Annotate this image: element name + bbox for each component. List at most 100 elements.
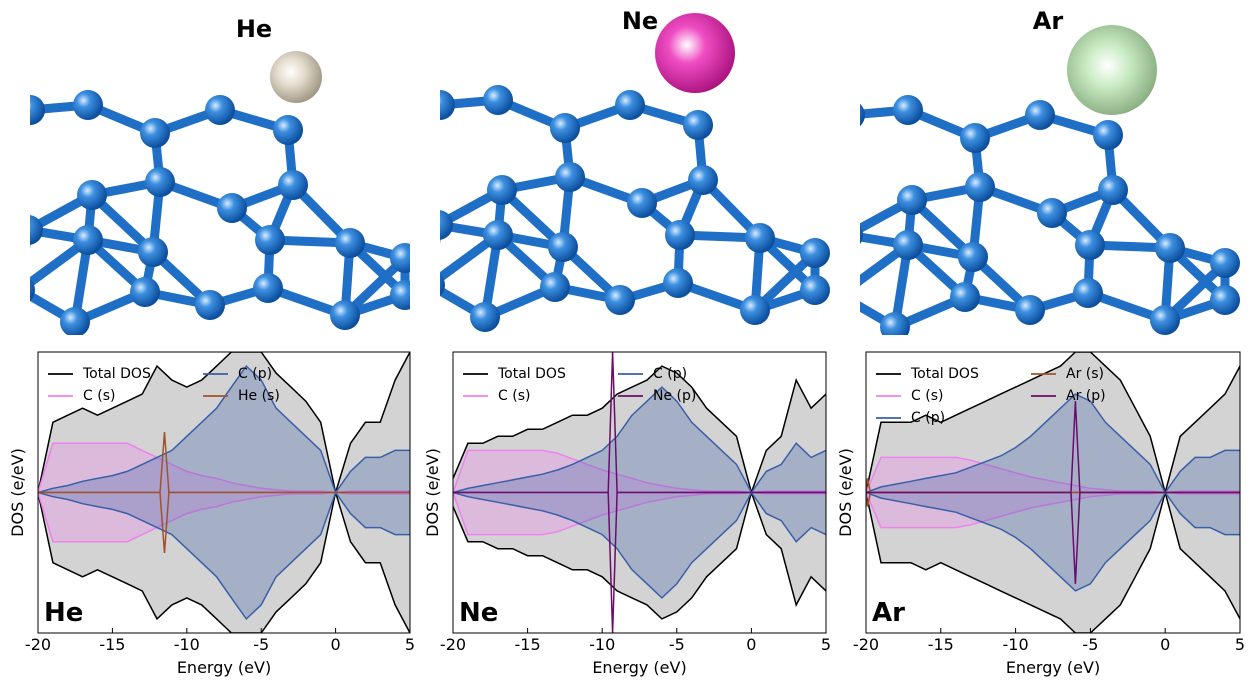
- x-tick-label: -10: [174, 635, 200, 654]
- carbon-atom: [1098, 175, 1128, 205]
- legend-label: C (s): [911, 388, 943, 404]
- carbon-atom: [555, 162, 585, 192]
- x-tick-label: 0: [331, 635, 341, 654]
- carbon-atom: [665, 220, 695, 250]
- panel-label: He: [44, 598, 83, 628]
- bond: [20, 230, 28, 290]
- carbon-atom: [278, 170, 308, 200]
- carbon-atom: [217, 193, 247, 223]
- carbon-atom: [893, 230, 923, 260]
- carbon-atom: [13, 215, 43, 245]
- carbon-atom: [745, 223, 775, 253]
- panel-label: Ar: [872, 598, 905, 628]
- x-axis-title: Energy (eV): [592, 658, 686, 677]
- x-tick-label: -15: [515, 635, 541, 654]
- legend-label: C (p): [911, 410, 945, 426]
- carbon-atom: [1073, 278, 1103, 308]
- carbon-atom: [540, 272, 570, 302]
- carbon-atom: [897, 185, 927, 215]
- panel-label: Ne: [459, 598, 498, 628]
- x-tick-label: 0: [1160, 635, 1170, 654]
- carbon-atom: [1210, 285, 1240, 315]
- figure: HeNeAr -20-15-10-505Energy (eV)DOS (e/eV…: [0, 0, 1250, 678]
- carbon-atom: [390, 280, 420, 310]
- carbon-atom: [205, 95, 235, 125]
- x-tick-label: -5: [1082, 635, 1098, 654]
- carbon-atom: [950, 282, 980, 312]
- carbon-atom: [663, 268, 693, 298]
- carbon-atom: [60, 307, 90, 337]
- carbon-atom: [1037, 198, 1067, 228]
- carbon-atom: [800, 275, 830, 305]
- x-tick-label: 5: [405, 635, 415, 654]
- x-axis-title: Energy (eV): [1006, 658, 1100, 677]
- carbon-atom: [550, 113, 580, 143]
- carbon-atom: [335, 228, 365, 258]
- y-axis-title: DOS (e/eV): [423, 448, 442, 537]
- carbon-atom: [835, 100, 865, 130]
- carbon-atom: [605, 285, 635, 315]
- carbon-atom: [483, 85, 513, 115]
- carbon-atom: [423, 210, 453, 240]
- carbon-atom: [273, 115, 303, 145]
- x-tick-label: -20: [440, 635, 466, 654]
- carbon-atom: [800, 238, 830, 268]
- carbon-atom: [1075, 230, 1105, 260]
- graphene-structure: [825, 95, 1240, 342]
- carbon-atom: [77, 180, 107, 210]
- carbon-atom: [627, 188, 657, 218]
- x-tick-label: -5: [669, 635, 685, 654]
- legend-label: C (p): [653, 366, 687, 382]
- x-tick-label: -20: [25, 635, 51, 654]
- carbon-atom: [688, 165, 718, 195]
- adsorbate-atom: [1067, 25, 1157, 115]
- legend-label: C (p): [238, 366, 272, 382]
- structure-label: He: [236, 15, 272, 43]
- carbon-atom: [548, 232, 578, 262]
- legend-label: Ar (p): [1066, 388, 1106, 404]
- carbon-atom: [483, 220, 513, 250]
- legend-label: C (s): [83, 388, 115, 404]
- x-tick-label: -15: [99, 635, 125, 654]
- legend-label: Ar (s): [1066, 366, 1104, 382]
- carbon-atom: [5, 275, 35, 305]
- carbon-atom: [138, 237, 168, 267]
- y-axis-title: DOS (e/eV): [8, 448, 27, 537]
- dos-plots: -20 -15 -10 -5 0 5 Energy (eV) DOS (e/eV) He Tota…: [8, 352, 1245, 677]
- legend-label: Total DOS: [910, 366, 979, 382]
- carbon-atom: [958, 242, 988, 272]
- body: {"structures":[{"label":"He"},{"label":"…: [0, 0, 1250, 678]
- carbon-atom: [893, 95, 923, 125]
- carbon-atom: [1093, 120, 1123, 150]
- carbon-atom: [330, 300, 360, 330]
- carbon-atom: [73, 225, 103, 255]
- spin-down: [38, 493, 410, 634]
- carbon-atom: [960, 123, 990, 153]
- carbon-atom: [425, 90, 455, 120]
- x-tick-label: -20: [853, 635, 879, 654]
- x-tick-label: 5: [821, 635, 831, 654]
- carbon-atom: [1025, 100, 1055, 130]
- legend-label: Total DOS: [82, 366, 151, 382]
- page: DOS of noble gas adsorption on graphene …: [0, 0, 1250, 678]
- carbon-atom: [1015, 295, 1045, 325]
- x-tick-label: -5: [253, 635, 269, 654]
- carbon-atom: [487, 175, 517, 205]
- carbon-atom: [833, 220, 863, 250]
- carbon-atom: [1155, 233, 1185, 263]
- x-tick-label: 0: [746, 635, 756, 654]
- carbon-atom: [15, 95, 45, 125]
- carbon-atom: [740, 295, 770, 325]
- graphene-structure: [415, 85, 830, 332]
- carbon-atom: [140, 118, 170, 148]
- legend-label: C (s): [498, 388, 530, 404]
- spin-down: [866, 493, 1240, 634]
- carbon-atom: [880, 312, 910, 342]
- carbon-atom: [195, 290, 225, 320]
- carbon-atom: [825, 280, 855, 310]
- carbon-atom: [615, 90, 645, 120]
- x-axis-title: Energy (eV): [177, 658, 271, 677]
- structure-label: Ar: [1033, 7, 1064, 35]
- carbon-atom: [253, 273, 283, 303]
